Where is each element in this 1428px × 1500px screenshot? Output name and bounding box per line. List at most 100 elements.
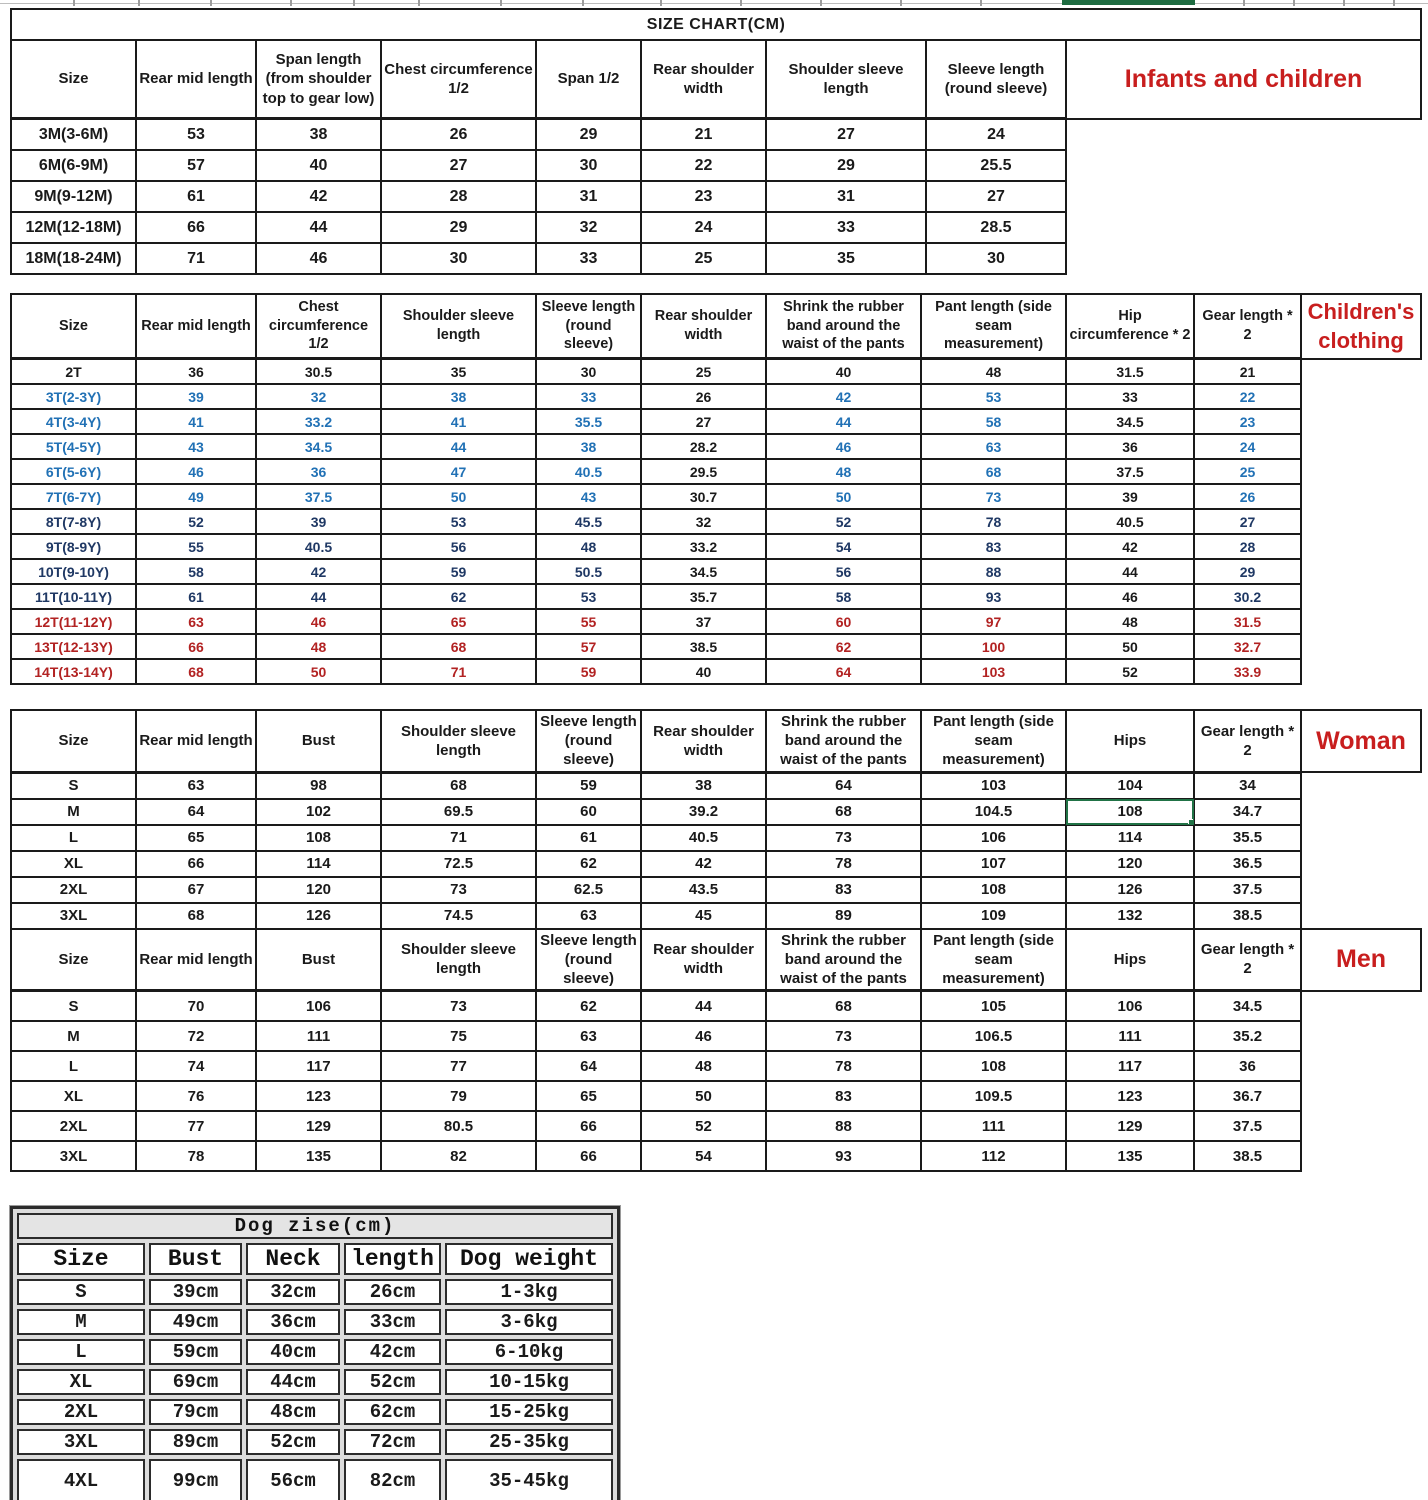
- table-row: 3XL 89cm 52cm 72cm 25-35kg: [17, 1429, 613, 1456]
- value-cell: 68: [920, 458, 1067, 485]
- value-cell: 35.2: [1193, 1020, 1302, 1053]
- column-header: Pant length (side seam measurement): [920, 708, 1067, 774]
- value-cell: 65: [135, 823, 257, 852]
- value-cell: 49: [135, 483, 257, 510]
- value-cell: 64: [765, 771, 922, 800]
- table-row: S 70 106 73 62 44 68 105 106 34.5: [10, 989, 1421, 1023]
- value-cell: 27: [925, 180, 1067, 213]
- category-label: Children's clothing: [1300, 293, 1422, 360]
- value-cell: 42: [255, 180, 382, 213]
- column-header: Gear length * 2: [1193, 708, 1302, 774]
- value-cell: 1-3kg: [445, 1279, 613, 1306]
- value-cell: 33: [765, 211, 927, 244]
- value-cell: 111: [255, 1020, 382, 1053]
- column-header: Rear shoulder width: [640, 927, 767, 993]
- value-cell: 32: [640, 508, 767, 535]
- selected-cell[interactable]: 108: [1065, 797, 1195, 826]
- gridline-tick: [820, 0, 822, 6]
- value-cell: 65: [535, 1080, 642, 1113]
- row-size-cell: 6M(6-9M): [10, 149, 137, 182]
- table-row: 13T(12-13Y) 66 48 68 57 38.5 62 100 50 32.7: [10, 633, 1421, 660]
- category-label: Infants and children: [1064, 39, 1423, 120]
- value-cell: 29: [535, 117, 642, 151]
- gridline-tick: [73, 0, 75, 6]
- table-row: S 63 98 68 59 38 64 103 104 34: [10, 771, 1421, 800]
- value-cell: 41: [380, 408, 537, 435]
- value-cell: 102: [255, 797, 382, 826]
- value-cell: 68: [380, 633, 537, 660]
- value-cell: 22: [640, 149, 767, 182]
- value-cell: 37.5: [1193, 875, 1302, 904]
- value-cell: 106: [920, 823, 1067, 852]
- sheet-title-row: SIZE CHART(CM): [9, 8, 1423, 41]
- value-cell: 123: [1065, 1080, 1195, 1113]
- value-cell: 27: [640, 408, 767, 435]
- value-cell: 53: [920, 383, 1067, 410]
- value-cell: 39: [135, 383, 257, 410]
- column-header: Size: [17, 1243, 145, 1276]
- value-cell: 26: [640, 383, 767, 410]
- value-cell: 71: [380, 658, 537, 685]
- value-cell: 62.5: [535, 875, 642, 904]
- column-header: Gear length * 2: [1193, 927, 1302, 993]
- value-cell: 33: [535, 242, 642, 275]
- value-cell: 64: [135, 797, 257, 826]
- value-cell: 43.5: [640, 875, 767, 904]
- value-cell: 93: [765, 1140, 922, 1173]
- value-cell: 72: [135, 1020, 257, 1053]
- value-cell: 67: [135, 875, 257, 904]
- value-cell: 60: [535, 797, 642, 826]
- header-row: Size Rear mid length Chest circumference 1…: [10, 293, 1422, 360]
- value-cell: 40: [640, 658, 767, 685]
- value-cell: 32: [535, 211, 642, 244]
- column-header: Rear mid length: [135, 39, 257, 120]
- row-size-cell: L: [10, 823, 137, 852]
- row-size-cell: XL: [10, 1080, 137, 1113]
- value-cell: 71: [135, 242, 257, 275]
- value-cell: 123: [255, 1080, 382, 1113]
- header-row: Size Rear mid length Span length (from sho…: [10, 39, 1423, 120]
- value-cell: 23: [1193, 408, 1302, 435]
- value-cell: 38.5: [640, 633, 767, 660]
- gridline-tick: [582, 0, 584, 6]
- value-cell: 68: [765, 989, 922, 1023]
- value-cell: 120: [1065, 849, 1195, 878]
- value-cell: 71: [380, 823, 537, 852]
- value-cell: 61: [135, 180, 257, 213]
- row-size-cell: 2T: [10, 357, 137, 385]
- row-size-cell: 3M(3-6M): [10, 117, 137, 151]
- value-cell: 3-6kg: [445, 1309, 613, 1336]
- value-cell: 112: [920, 1140, 1067, 1173]
- value-cell: 33cm: [344, 1309, 441, 1336]
- value-cell: 33.2: [255, 408, 382, 435]
- value-cell: 37.5: [1193, 1110, 1302, 1143]
- dog-size-table: Dog zise(cm) Size Bust Neck length Dog weigh…: [13, 1209, 617, 1500]
- value-cell: 32cm: [246, 1279, 340, 1306]
- value-cell: 59: [380, 558, 537, 585]
- row-size-cell: 9M(9-12M): [10, 180, 137, 213]
- value-cell: 48: [765, 458, 922, 485]
- value-cell: 30.5: [255, 357, 382, 385]
- value-cell: 56: [765, 558, 922, 585]
- value-cell: 76: [135, 1080, 257, 1113]
- value-cell: 105: [920, 989, 1067, 1023]
- row-size-cell: 5T(4-5Y): [10, 433, 137, 460]
- sheet-title: SIZE CHART(CM): [9, 8, 1423, 41]
- gridline-tick: [1243, 0, 1245, 6]
- value-cell: 64: [535, 1050, 642, 1083]
- value-cell: 35.5: [535, 408, 642, 435]
- value-cell: 10-15kg: [445, 1369, 613, 1396]
- value-cell: 29: [765, 149, 927, 182]
- value-cell: 62cm: [344, 1399, 441, 1426]
- row-size-cell: 12M(12-18M): [10, 211, 137, 244]
- value-cell: 35-45kg: [445, 1459, 613, 1500]
- header-row: Size Bust Neck length Dog weight: [17, 1243, 613, 1276]
- value-cell: 27: [380, 149, 537, 182]
- value-cell: 26: [380, 117, 537, 151]
- value-cell: 66: [135, 633, 257, 660]
- value-cell: 37.5: [1065, 458, 1195, 485]
- value-cell: 32: [255, 383, 382, 410]
- column-header: Sleeve length (round sleeve): [535, 927, 642, 993]
- value-cell: 25: [1193, 458, 1302, 485]
- gridline-tick: [900, 0, 902, 6]
